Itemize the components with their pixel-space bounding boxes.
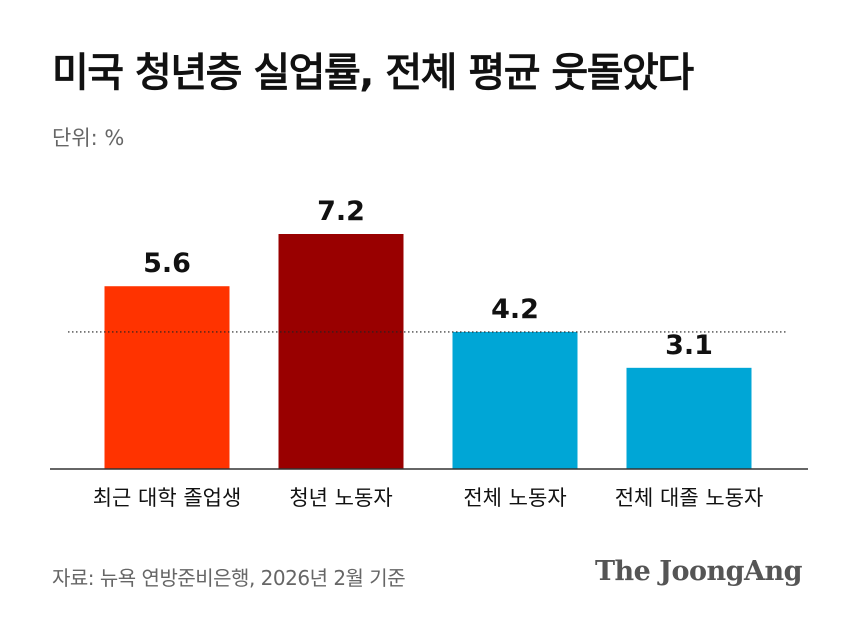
- value-label-2: 7.2: [317, 196, 365, 227]
- value-label-1: 5.6: [143, 248, 191, 279]
- category-label-2: 청년 노동자: [289, 486, 392, 510]
- bar-2: [278, 234, 404, 469]
- source-note: 자료: 뉴욕 연방준비은행, 2026년 2월 기준: [52, 566, 406, 590]
- bar-chart: 5.6 최근 대학 졸업생 7.2 청년 노동자 4.2 전체 노동자 3.1 전체 대졸 노…: [50, 196, 808, 510]
- value-label-4: 3.1: [665, 330, 713, 361]
- category-label-4: 전체 대졸 노동자: [615, 486, 764, 510]
- bar-1: [104, 286, 230, 469]
- category-label-3: 전체 노동자: [463, 486, 566, 510]
- unit-label: 단위: %: [52, 126, 125, 150]
- category-label-1: 최근 대학 졸업생: [93, 486, 242, 510]
- value-label-3: 4.2: [491, 294, 539, 325]
- bar-4: [626, 367, 752, 469]
- bar-3: [452, 331, 578, 469]
- publisher-logo: The JoongAng: [594, 556, 803, 587]
- chart-title: 미국 청년층 실업률, 전체 평균 웃돌았다: [52, 50, 694, 96]
